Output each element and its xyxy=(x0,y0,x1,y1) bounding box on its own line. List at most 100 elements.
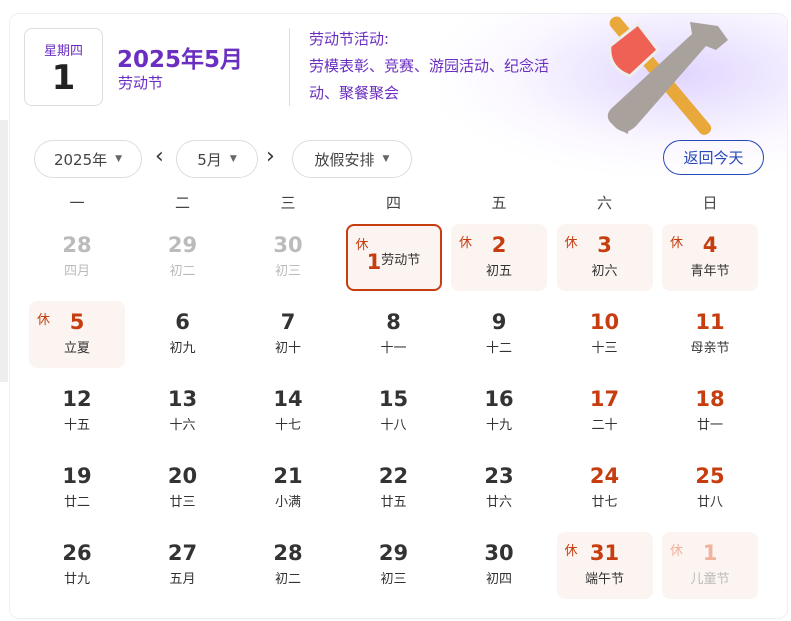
weekday-label: 星期四 xyxy=(43,44,83,59)
day-number: 26 xyxy=(62,541,92,565)
lunar-or-festival: 初二 xyxy=(169,264,196,279)
day-cell[interactable]: 13 十六 xyxy=(135,378,231,445)
day-number: 29 xyxy=(378,541,409,565)
day-cell[interactable]: 26 廿九 xyxy=(29,532,125,599)
holiday-select[interactable]: 放假安排 ▼ xyxy=(292,140,412,178)
day-cell[interactable]: 25 廿八 xyxy=(662,455,758,522)
prev-month-button[interactable]: ‹ xyxy=(155,144,164,169)
day-cell[interactable]: 28 四月 xyxy=(29,224,125,291)
rest-badge: 休 xyxy=(37,313,51,328)
day-number: 22 xyxy=(378,464,409,488)
day-number: 3 xyxy=(597,233,612,257)
day-cell[interactable]: 12 十五 xyxy=(29,378,125,445)
lunar-or-festival: 初九 xyxy=(169,341,196,356)
weekday-header: 六 xyxy=(596,194,612,212)
lunar-or-festival: 十九 xyxy=(485,418,512,433)
year-value: 2025年 xyxy=(53,150,108,169)
day-cell[interactable]: 30 初三 xyxy=(240,224,336,291)
weekday-header: 四 xyxy=(385,194,401,212)
day-cell[interactable]: 11 母亲节 xyxy=(662,301,758,368)
lunar-or-festival: 十二 xyxy=(485,341,512,356)
lunar-or-festival: 十八 xyxy=(380,418,407,433)
back-to-today-button[interactable]: 返回今天 xyxy=(663,140,764,175)
day-cell[interactable]: 休 3 初六 xyxy=(556,224,653,291)
day-number: 6 xyxy=(175,310,190,334)
holiday-value: 放假安排 xyxy=(314,150,375,169)
lunar-or-festival: 小满 xyxy=(274,495,301,510)
day-cell[interactable]: 10 十三 xyxy=(557,301,653,368)
lunar-or-festival: 廿六 xyxy=(485,495,512,510)
lunar-or-festival: 初三 xyxy=(274,264,301,279)
day-number: 30 xyxy=(273,233,303,257)
lunar-or-festival: 初四 xyxy=(485,572,512,587)
day-number: 12 xyxy=(62,387,92,411)
day-cell[interactable]: 16 十九 xyxy=(451,378,547,445)
day-cell[interactable]: 29 初三 xyxy=(346,532,442,599)
day-cell[interactable]: 15 十八 xyxy=(346,378,442,445)
day-cell[interactable]: 28 初二 xyxy=(240,532,336,599)
day-number: 10 xyxy=(589,310,620,334)
day-number: 29 xyxy=(167,233,198,257)
lunar-or-festival: 廿七 xyxy=(591,495,618,510)
axe-and-wrench-icon xyxy=(607,16,728,135)
selected-date-box: 星期四 1 xyxy=(24,28,103,106)
day-number: 2 xyxy=(491,233,507,257)
day-cell[interactable]: 休 31 端午节 xyxy=(556,532,653,599)
lunar-or-festival: 立夏 xyxy=(63,341,90,356)
day-cell[interactable]: 19 廿二 xyxy=(29,455,125,522)
lunar-or-festival: 初十 xyxy=(274,341,301,356)
year-select[interactable]: 2025年 ▼ xyxy=(34,140,142,178)
day-number: 20 xyxy=(167,464,198,488)
lunar-or-festival: 廿八 xyxy=(696,495,723,510)
day-number: 27 xyxy=(167,541,198,565)
lunar-or-festival: 十七 xyxy=(274,418,301,433)
day-cell[interactable]: 20 廿三 xyxy=(135,455,231,522)
lunar-or-festival: 廿三 xyxy=(169,495,196,510)
day-cell[interactable]: 14 十七 xyxy=(240,378,336,445)
activity-info: 劳动节活动: 劳模表彰、竞赛、游园活动、纪念活动、聚餐聚会 xyxy=(309,26,574,107)
lunar-or-festival: 廿九 xyxy=(63,572,90,587)
rest-badge: 休 xyxy=(459,236,473,251)
calendar-card: 星期四 1 2025年5月 劳动节 劳动节活动: 劳模表彰、竞赛、游园活动、纪念… xyxy=(9,13,788,619)
day-cell[interactable]: 休 5 立夏 xyxy=(29,301,125,368)
day-number: 8 xyxy=(386,310,401,334)
day-cell[interactable]: 24 廿七 xyxy=(557,455,653,522)
day-cell[interactable]: 23 廿六 xyxy=(451,455,547,522)
day-cell[interactable]: 6 初九 xyxy=(135,301,231,368)
lunar-or-festival: 十六 xyxy=(169,418,196,433)
day-cell[interactable]: 21 小满 xyxy=(240,455,336,522)
day-cell[interactable]: 22 廿五 xyxy=(346,455,442,522)
day-cell[interactable]: 27 五月 xyxy=(135,532,231,599)
day-cell[interactable]: 29 初二 xyxy=(135,224,231,291)
day-cell[interactable]: 18 廿一 xyxy=(662,378,758,445)
lunar-or-festival: 初二 xyxy=(274,572,301,587)
day-cell[interactable]: 8 十一 xyxy=(346,301,442,368)
day-number: 31 xyxy=(589,541,620,565)
next-month-button[interactable]: › xyxy=(266,144,275,169)
lunar-or-festival: 廿二 xyxy=(63,495,90,510)
day-number: 5 xyxy=(69,310,85,334)
month-select[interactable]: 5月 ▼ xyxy=(176,140,258,178)
day-cell[interactable]: 9 十二 xyxy=(451,301,547,368)
lunar-or-festival: 廿一 xyxy=(696,418,723,433)
day-cell[interactable]: 休 2 初五 xyxy=(451,224,547,291)
rest-badge: 休 xyxy=(564,236,578,251)
day-cell[interactable]: 休 1 劳动节 xyxy=(345,224,442,291)
day-cell[interactable]: 休 1 儿童节 xyxy=(662,532,758,599)
day-cell[interactable]: 17 二十 xyxy=(557,378,653,445)
lunar-or-festival: 初六 xyxy=(591,264,618,279)
day-cell[interactable]: 30 初四 xyxy=(451,532,547,599)
lunar-or-festival: 十五 xyxy=(63,418,90,433)
day-number: 28 xyxy=(273,541,303,565)
weekday-header: 二 xyxy=(174,194,190,212)
rest-badge: 休 xyxy=(670,544,684,559)
selected-day: 1 xyxy=(51,58,76,98)
day-cell[interactable]: 休 4 青年节 xyxy=(662,224,758,291)
day-number: 25 xyxy=(695,464,725,488)
day-number: 4 xyxy=(702,233,718,257)
day-number: 1 xyxy=(366,249,382,274)
rest-badge: 休 xyxy=(355,238,369,253)
weekday-header: 三 xyxy=(280,194,296,212)
day-cell[interactable]: 7 初十 xyxy=(240,301,336,368)
day-number: 19 xyxy=(62,464,92,488)
